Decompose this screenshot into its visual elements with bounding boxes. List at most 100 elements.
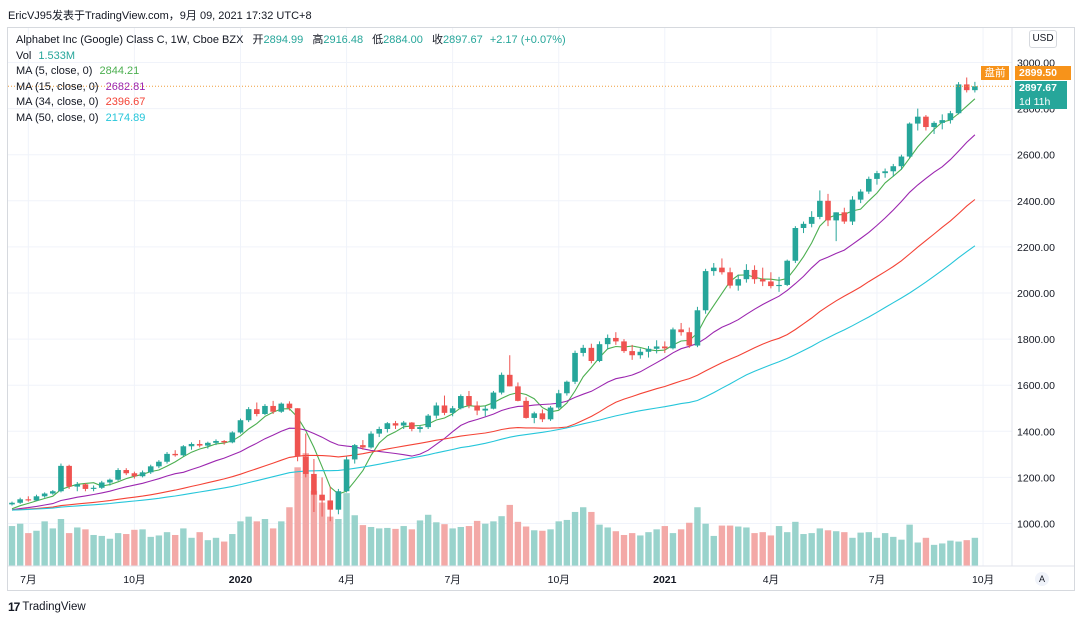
ma34-value: 2396.67 <box>105 96 146 108</box>
candle-body <box>205 442 211 446</box>
volume-bar <box>661 526 668 566</box>
candle <box>270 400 276 415</box>
candle <box>360 440 366 450</box>
volume-bar <box>310 490 318 566</box>
tradingview-brand[interactable]: 17 TradingView <box>8 600 86 614</box>
volume-bar <box>628 533 636 566</box>
candle <box>115 468 121 481</box>
volume-bar <box>800 534 807 566</box>
volume-bar <box>922 537 930 566</box>
candle <box>311 458 317 512</box>
volume-bar <box>881 533 889 566</box>
candle <box>482 405 489 417</box>
candle <box>180 445 187 457</box>
candle <box>564 380 570 396</box>
candle-body <box>874 173 880 179</box>
volume-bar <box>25 533 32 566</box>
volume-bar <box>759 532 766 566</box>
volume-bar <box>74 527 81 566</box>
candle-body <box>719 267 725 273</box>
candle-body <box>800 223 807 228</box>
volume-bar <box>775 526 783 566</box>
candle-body <box>433 405 440 416</box>
candle <box>653 340 660 354</box>
candle <box>768 272 774 289</box>
candle <box>662 341 668 353</box>
candle-body <box>686 332 693 346</box>
candle <box>743 264 750 283</box>
volume-bar <box>253 521 260 566</box>
candle-body <box>939 120 946 123</box>
volume-bar <box>971 537 979 566</box>
candle <box>449 405 456 417</box>
volume-bar <box>531 530 538 566</box>
x-tick-label: 7月 <box>869 574 885 586</box>
candle-body <box>221 440 227 443</box>
candle <box>580 344 586 357</box>
candle-body <box>98 482 105 488</box>
volume-bar <box>841 532 848 566</box>
volume-bar <box>196 532 203 566</box>
legend-ma34-row[interactable]: MA (34, close, 0) 2396.67 <box>16 95 566 111</box>
y-tick-label: 1200.00 <box>1017 472 1055 484</box>
candle <box>131 471 138 479</box>
volume-bar <box>408 529 416 566</box>
volume-bar <box>131 529 138 566</box>
volume-bar <box>8 526 16 566</box>
candle-body <box>474 405 480 411</box>
candle-body <box>41 493 48 497</box>
legend-ma50-row[interactable]: MA (50, close, 0) 2174.89 <box>16 111 566 127</box>
ma34-label: MA (34, close, 0) <box>16 96 99 108</box>
legend-ohlc-row[interactable]: Alphabet Inc (Google) Class C, 1W, Cboe … <box>16 33 566 49</box>
currency-button[interactable]: USD <box>1029 30 1057 48</box>
candle-body <box>621 341 627 352</box>
volume-bar <box>98 535 105 566</box>
candle <box>417 425 423 433</box>
volume-bar <box>49 528 56 566</box>
candle-body <box>784 260 790 285</box>
volume-bar <box>604 527 611 566</box>
candle-body <box>417 427 423 429</box>
candle-body <box>890 166 897 172</box>
volume-bar <box>735 526 742 566</box>
candle-body <box>449 408 456 413</box>
candle-body <box>735 279 742 286</box>
candle <box>123 468 130 476</box>
legend-volume-row[interactable]: Vol 1.533M <box>16 49 566 65</box>
candle <box>245 407 252 423</box>
candle <box>727 267 733 289</box>
candle <box>229 431 236 444</box>
candle <box>710 263 717 276</box>
y-axis-labels: 3000.002800.002600.002400.002200.002000.… <box>1017 58 1055 531</box>
volume-bar <box>376 528 383 566</box>
candle <box>66 464 72 489</box>
moving-averages <box>11 98 976 511</box>
candle <box>874 170 880 185</box>
candle <box>621 339 627 353</box>
volume-bar <box>751 533 758 566</box>
volume-label: Vol <box>16 49 32 62</box>
last-price: 2897.67 <box>1019 82 1057 94</box>
candle-body <box>727 272 733 286</box>
candle <box>262 404 268 416</box>
volume-bar <box>147 536 154 566</box>
candle-body <box>131 473 138 477</box>
volume-bar <box>865 532 872 566</box>
auto-scale-button[interactable]: A <box>1035 572 1049 586</box>
candle-body <box>678 329 684 333</box>
volume-bar <box>898 539 905 566</box>
candle-body <box>25 499 32 501</box>
volume-bar <box>694 507 701 566</box>
candle <box>286 401 293 411</box>
legend-ma15-row[interactable]: MA (15, close, 0) 2682.81 <box>16 80 566 96</box>
candle <box>441 395 448 416</box>
candle <box>857 189 864 204</box>
premarket-label: 盘前 <box>981 66 1009 80</box>
volume-bar <box>710 535 717 566</box>
legend-ma5-row[interactable]: MA (5, close, 0) 2844.21 <box>16 64 566 80</box>
candle-body <box>490 392 497 409</box>
candle-body <box>857 191 864 200</box>
volume-bar <box>596 524 603 566</box>
volume-bar <box>172 534 179 566</box>
